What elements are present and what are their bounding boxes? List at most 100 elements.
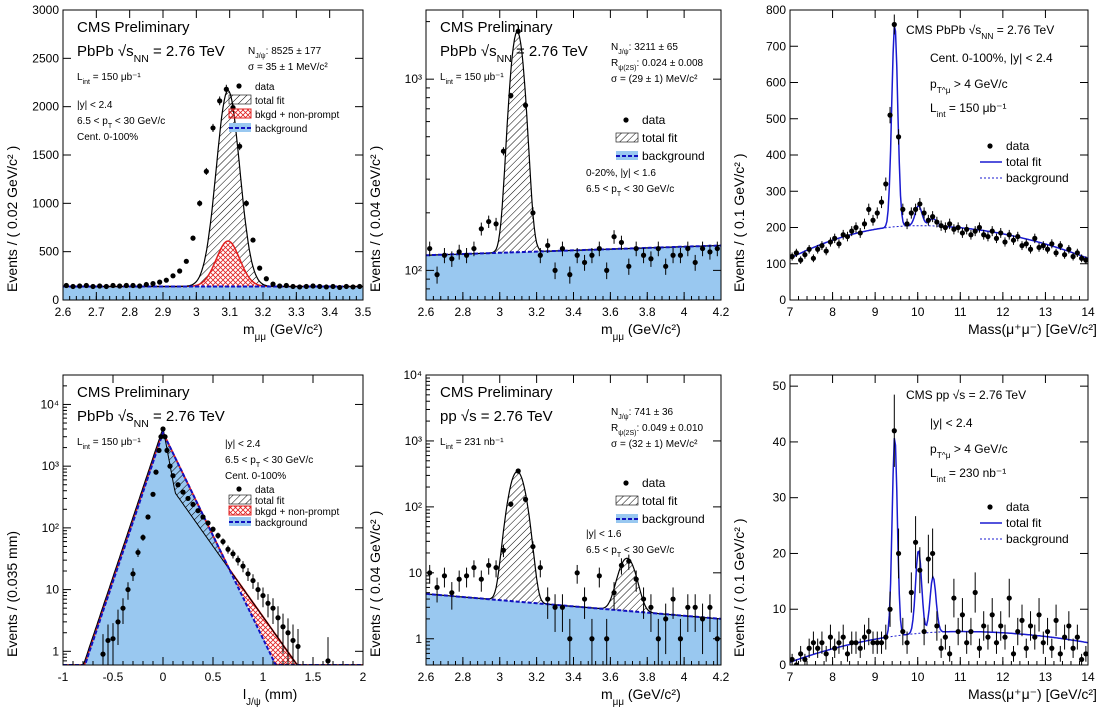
data-point [1049, 645, 1055, 651]
x-tick-label: 10 [911, 670, 925, 684]
text-run: PbPb √s [77, 408, 134, 425]
data-point [806, 246, 812, 252]
data-point [604, 636, 610, 642]
x-tick-label: 14 [1081, 670, 1095, 684]
total-fit-line [790, 25, 1088, 259]
data-point [478, 576, 484, 582]
text-run: < 30 GeV/c [112, 116, 165, 127]
legend-data-marker [623, 117, 629, 123]
rapidity-label: |y| < 2.4 [77, 100, 113, 111]
data-point [250, 237, 256, 243]
data-point [434, 584, 440, 591]
data-point [589, 252, 595, 258]
data-point [1036, 612, 1042, 618]
subscript: T [108, 123, 113, 130]
ratio-label: Rψ(2S): 0.024 ± 0.008 [611, 58, 704, 72]
text-run: Cent. 0-100% [225, 471, 286, 482]
data-point [1002, 634, 1008, 640]
data-point [559, 245, 566, 252]
x-tick-label: 12 [996, 305, 1010, 319]
plot-frame [789, 374, 1089, 666]
data-point [515, 28, 521, 34]
y-tick-label: 10⁴ [403, 368, 422, 382]
data-point [819, 243, 825, 249]
data-point [123, 282, 129, 289]
x-tick-label: 2.8 [455, 305, 472, 319]
legend-label: data [255, 485, 275, 496]
legend-label: data [1006, 500, 1030, 514]
data-point [866, 206, 872, 212]
text-run: |y| < 2.4 [225, 439, 261, 450]
pt-label: pT^μ > 4 GeV/c [930, 442, 1008, 460]
x-tick-label: 13 [1039, 305, 1053, 319]
data-point [895, 550, 902, 557]
data-point [105, 637, 111, 644]
x-axis-label: mμμ (GeV/c²) [243, 321, 323, 343]
subscript: T [617, 191, 622, 198]
text-run: : 0.049 ± 0.010 [636, 423, 703, 434]
legend-item: data [987, 500, 1030, 514]
x-tick-label: 2.8 [455, 670, 472, 684]
yield-label: NJ/ψ: 741 ± 36 [611, 407, 674, 421]
data-point [908, 210, 914, 216]
data-point [255, 586, 261, 593]
data-point [508, 93, 514, 99]
data-point [1057, 651, 1063, 657]
plot-area [426, 468, 721, 665]
y-tick-label: 10 [409, 566, 423, 580]
data-point [137, 283, 143, 289]
data-point [297, 284, 303, 290]
text-run: : 3211 ± 65 [629, 42, 679, 53]
text-run: = 2.76 TeV [149, 408, 225, 425]
text-run: = 150 μb⁻¹ [90, 437, 141, 448]
data-point [870, 640, 876, 646]
y-tick-label: 10³ [42, 459, 59, 473]
data-point [849, 228, 855, 234]
data-point [183, 258, 189, 264]
data-point [180, 489, 186, 495]
legend-item: total fit [980, 155, 1042, 169]
legend-label: background [255, 124, 307, 135]
subscript: J/ψ [618, 49, 628, 56]
data-point [70, 283, 76, 290]
x-axis-label: mμμ (GeV/c²) [601, 686, 681, 708]
data-point [449, 256, 455, 262]
legend-data-marker [987, 504, 993, 510]
data-point [303, 283, 309, 290]
data-point [1032, 235, 1038, 241]
data-point [618, 239, 625, 246]
centrality-label: 0-20%, |y| < 1.6 [586, 168, 656, 179]
data-point [857, 230, 863, 236]
data-point [257, 265, 263, 271]
text-run: |y| < 2.4 [77, 100, 113, 111]
legend-fit-swatch [228, 494, 252, 505]
data-point [677, 636, 684, 642]
data-point [143, 281, 149, 288]
text-run: < 30 GeV/c [260, 455, 313, 466]
data-point [912, 539, 919, 545]
data-point [798, 257, 804, 263]
energy-label: CMS pp √s = 2.76 TeV [906, 388, 1026, 402]
x-tick-label: 3.5 [355, 305, 372, 319]
subscript: int [83, 444, 90, 451]
legend-item: background [980, 532, 1069, 546]
data-point [618, 562, 625, 568]
data-point [441, 573, 448, 579]
data-point [663, 263, 669, 269]
data-point [611, 234, 617, 240]
text-run: CMS Preliminary [440, 384, 553, 401]
data-point [891, 428, 897, 434]
cms-label: CMS Preliminary [77, 384, 190, 401]
data-point [677, 252, 684, 258]
legend-item: data [987, 139, 1030, 153]
background-fill [426, 245, 721, 300]
data-point [685, 245, 691, 252]
data-point [959, 230, 966, 236]
data-point [802, 656, 808, 663]
data-point [245, 571, 251, 577]
x-tick-label: 3 [193, 305, 200, 319]
x-tick-label: 1.5 [305, 670, 322, 684]
data-point [581, 259, 588, 266]
energy-label: pp √s = 2.76 TeV [440, 408, 553, 425]
data-point [692, 259, 698, 266]
